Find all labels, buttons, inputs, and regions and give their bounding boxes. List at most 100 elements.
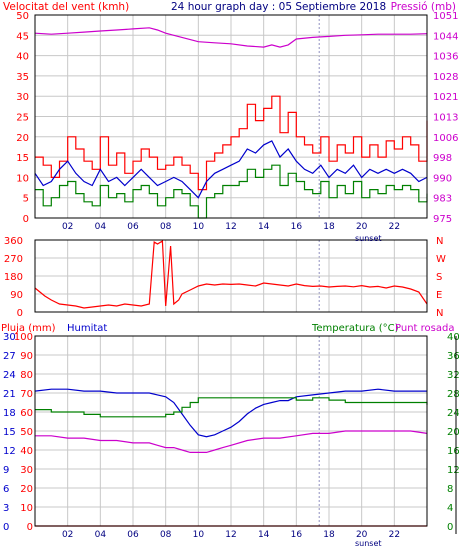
wind-pressure-y-right-tick: 1021: [433, 92, 458, 103]
wind-direction-y-left-tick: 360: [4, 236, 23, 247]
wind-pressure-x-tick-label: 12: [225, 222, 236, 232]
wind-pressure-y-right-tick: 998: [433, 153, 452, 164]
wind-pressure-y-left-tick: 25: [16, 113, 29, 124]
wind-pressure-y-right-tick: 1051: [433, 11, 458, 22]
wind-pressure-y-left-tick: 45: [16, 31, 29, 42]
wind-pressure-y-right-tick: 990: [433, 173, 452, 184]
temp-hum-rain-x-tick-label: 08: [160, 530, 172, 540]
wind-pressure-x-tick-label: 06: [127, 222, 139, 232]
wind-pressure-x-tick-label: 08: [160, 222, 172, 232]
wind-pressure-y-left-tick: 30: [16, 92, 29, 103]
wind-direction-y-right-tick: E: [436, 290, 442, 301]
wind-pressure-y-right-tick: 1028: [433, 72, 458, 83]
temp-hum-rain-x-tick-label: 16: [291, 530, 303, 540]
wind-pressure-y-left-tick: 40: [16, 52, 29, 63]
sunset-label-top: sunset: [355, 234, 382, 243]
temp-hum-rain-temperature-tick: 40: [447, 332, 459, 343]
wind-pressure-series-gust: [35, 95, 428, 191]
wind-pressure-x-tick-label: 04: [95, 222, 107, 232]
wind-pressure-x-tick-label: 18: [323, 222, 335, 232]
temp-hum-rain-x-tick-label: 22: [389, 530, 400, 540]
wind-direction-y-left-tick: 270: [4, 254, 23, 265]
temp-hum-rain-rain-tick: 3: [3, 503, 9, 514]
wind-pressure-frame: [34, 14, 428, 219]
wind-pressure-y-right-tick: 1036: [433, 52, 458, 63]
wind-pressure-y-left-tick: 20: [16, 133, 29, 144]
wind-direction-y-right-tick: N: [436, 236, 443, 247]
wind-pressure-x-tick-label: 10: [193, 222, 205, 232]
wind-pressure-y-right-tick: 1013: [433, 113, 458, 124]
humidity-axis-title: Humitat: [67, 323, 107, 334]
temp-hum-rain-x-tick-label: 14: [258, 530, 270, 540]
temp-hum-rain-x-tick-label: 12: [225, 530, 236, 540]
rain-axis-title: Pluja (mm): [1, 323, 56, 334]
dewpoint-axis-title: Punt rosada: [395, 323, 454, 334]
temp-hum-rain-humidity-tick: 60: [20, 408, 33, 419]
temp-hum-rain-humidity-tick: 20: [20, 484, 33, 495]
temp-hum-rain-humidity-tick: 50: [20, 427, 33, 438]
wind-speed-title: Velocitat del vent (kmh): [3, 1, 129, 13]
wind-pressure-y-right-tick: 1006: [433, 133, 458, 144]
temp-hum-rain-temperature-tick: 28: [447, 389, 459, 400]
wind-direction-y-left-tick: 180: [4, 272, 23, 283]
grid-layer: [35, 14, 427, 527]
wind-pressure-y-right-tick: 983: [433, 194, 452, 205]
temp-hum-rain-x-tick-label: 06: [127, 530, 139, 540]
temp-hum-rain-temperature-tick: 24: [447, 408, 459, 419]
wind-pressure-y-right-tick: 1044: [433, 31, 458, 42]
wind-pressure-series-low: [35, 164, 428, 219]
temp-hum-rain-rain-tick: 21: [3, 389, 16, 400]
wind-pressure-y-left-tick: 15: [16, 153, 29, 164]
wind-pressure-y-left-tick: 35: [16, 72, 29, 83]
wind-pressure-y-left-tick: 10: [16, 173, 29, 184]
temp-hum-rain-frame: [34, 335, 428, 527]
wind-direction-series-direction: [34, 239, 428, 309]
wind-pressure-series-avg: [34, 140, 428, 199]
wind-pressure-y-left-tick: 0: [23, 214, 29, 225]
temp-hum-rain-rain-tick: 15: [3, 427, 16, 438]
wind-pressure-y-left-tick: 5: [23, 194, 29, 205]
temp-hum-rain-rain-tick: 0: [3, 522, 9, 533]
temp-hum-rain-x-tick-label: 10: [193, 530, 205, 540]
temp-hum-rain-temperature-tick: 16: [447, 446, 459, 457]
temp-hum-rain-series-humidity: [34, 388, 427, 438]
wind-pressure-x-tick-label: 14: [258, 222, 270, 232]
temp-hum-rain-series-temperature: [35, 397, 428, 418]
temp-hum-rain-rain-tick: 6: [3, 484, 9, 495]
wind-pressure-x-tick-label: 22: [389, 222, 400, 232]
temp-hum-rain-rain-tick: 18: [3, 408, 16, 419]
temp-hum-rain-temperature-tick: 12: [447, 465, 459, 476]
wind-direction-y-right-tick: W: [436, 254, 446, 265]
temp-hum-rain-humidity-tick: 100: [14, 332, 33, 343]
temp-hum-rain-temperature-tick: 8: [447, 484, 453, 495]
wind-direction-y-left-tick: 0: [17, 308, 23, 319]
wind-pressure-x-tick-label: 02: [62, 222, 73, 232]
temp-hum-rain-humidity-tick: 70: [20, 389, 33, 400]
wind-direction-y-right-tick: N: [436, 308, 443, 319]
temp-hum-rain-series-dewpoint: [35, 430, 428, 453]
temp-hum-rain-rain-tick: 12: [3, 446, 16, 457]
wind-direction-y-left-tick: 90: [10, 290, 23, 301]
temp-hum-rain-rain-tick: 27: [3, 351, 16, 362]
wind-pressure-y-left-tick: 50: [16, 11, 29, 22]
axis-layer: 0510152025303540455097598399099810061013…: [3, 11, 459, 540]
temp-hum-rain-humidity-tick: 30: [20, 465, 33, 476]
temp-hum-rain-humidity-tick: 10: [20, 503, 33, 514]
temp-hum-rain-temperature-tick: 20: [447, 427, 459, 438]
wind-pressure-series-pressure: [34, 27, 428, 48]
temp-hum-rain-x-tick-label: 18: [323, 530, 335, 540]
wind-pressure-x-tick-label: 20: [356, 222, 368, 232]
temp-hum-rain-x-tick-label: 04: [95, 530, 107, 540]
temp-hum-rain-humidity-tick: 90: [20, 351, 33, 362]
wind-direction-y-right-tick: S: [436, 272, 442, 283]
temp-hum-rain-temperature-tick: 0: [447, 522, 453, 533]
frame-layer: [34, 14, 457, 534]
chart-date-title: 24 hour graph day : 05 Septiembre 2018: [171, 1, 386, 13]
temp-hum-rain-rain-tick: 9: [3, 465, 9, 476]
sunset-label-bottom: sunset: [355, 539, 382, 548]
temp-hum-rain-humidity-tick: 80: [20, 370, 33, 381]
temp-hum-rain-humidity-tick: 40: [20, 446, 33, 457]
wind-pressure-x-tick-label: 16: [291, 222, 303, 232]
